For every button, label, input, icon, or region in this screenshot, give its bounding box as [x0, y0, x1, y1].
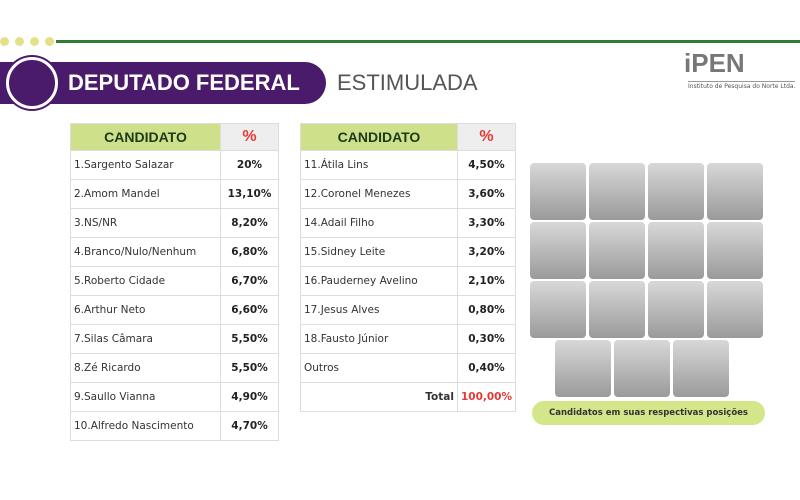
photo	[648, 281, 704, 338]
caption: Candidatos em suas respectivas posições	[532, 401, 765, 425]
percent: 0,80%	[456, 295, 517, 325]
row: 2.Amom Mandel 13,10%	[70, 179, 279, 209]
photo	[648, 163, 704, 220]
row: Outros 0,40%	[300, 353, 517, 383]
column-header: %	[456, 123, 517, 151]
photo	[707, 222, 763, 279]
percent: 4,90%	[220, 382, 279, 412]
candidate: 15.Sidney Leite	[300, 237, 458, 267]
row: 12.Coronel Menezes 3,60%	[300, 179, 517, 209]
row: 1.Sargento Salazar 20%	[70, 150, 279, 180]
row: 16.Pauderney Avelino 2,10%	[300, 266, 517, 296]
row: 9.Saullo Vianna 4,90%	[70, 382, 279, 412]
column-header: CANDIDATO	[70, 123, 221, 151]
photo	[530, 163, 586, 220]
row: 14.Adail Filho 3,30%	[300, 208, 517, 238]
photo	[589, 222, 645, 279]
photo	[648, 222, 704, 279]
row: 17.Jesus Alves 0,80%	[300, 295, 517, 325]
dot	[45, 37, 54, 46]
header-row: CANDIDATO%	[70, 123, 279, 151]
banner-icon	[6, 57, 58, 109]
total-value: 100,00%	[456, 382, 517, 412]
photo	[530, 222, 586, 279]
header-row: CANDIDATO%	[300, 123, 517, 151]
total-row: Total 100,00%	[300, 382, 517, 412]
percent: 0,40%	[456, 353, 517, 383]
candidate: 10.Alfredo Nascimento	[70, 411, 221, 441]
row: 7.Silas Câmara 5,50%	[70, 324, 279, 354]
logo: iPEN	[684, 48, 745, 78]
candidate: 17.Jesus Alves	[300, 295, 458, 325]
candidate: 18.Fausto Júnior	[300, 324, 458, 354]
photo	[530, 281, 586, 338]
row: 6.Arthur Neto 6,60%	[70, 295, 279, 325]
photo	[707, 163, 763, 220]
percent: 5,50%	[220, 324, 279, 354]
photo	[707, 281, 763, 338]
column-header: CANDIDATO	[300, 123, 458, 151]
percent: 20%	[220, 150, 279, 180]
percent: 0,30%	[456, 324, 517, 354]
candidate: 6.Arthur Neto	[70, 295, 221, 325]
candidate: 9.Saullo Vianna	[70, 382, 221, 412]
photo	[589, 163, 645, 220]
dot	[15, 37, 24, 46]
logo-tagline: Instituto de Pesquisa do Norte Ltda.	[688, 81, 796, 90]
row: 18.Fausto Júnior 0,30%	[300, 324, 517, 354]
photo	[589, 281, 645, 338]
subtitle: ESTIMULADA	[337, 70, 478, 95]
photo	[673, 340, 729, 397]
percent: 6,80%	[220, 237, 279, 267]
percent: 3,20%	[456, 237, 517, 267]
candidate: 4.Branco/Nulo/Nenhum	[70, 237, 221, 267]
percent: 2,10%	[456, 266, 517, 296]
percent: 4,70%	[220, 411, 279, 441]
percent: 6,70%	[220, 266, 279, 296]
candidate: 2.Amom Mandel	[70, 179, 221, 209]
photo	[614, 340, 670, 397]
dot	[30, 37, 39, 46]
percent: 6,60%	[220, 295, 279, 325]
row: 8.Zé Ricardo 5,50%	[70, 353, 279, 383]
percent: 3,30%	[456, 208, 517, 238]
percent: 5,50%	[220, 353, 279, 383]
row: 10.Alfredo Nascimento 4,70%	[70, 411, 279, 441]
row: 5.Roberto Cidade 6,70%	[70, 266, 279, 296]
candidate: 7.Silas Câmara	[70, 324, 221, 354]
total-label: Total	[300, 382, 458, 412]
candidate: 14.Adail Filho	[300, 208, 458, 238]
candidate: 3.NS/NR	[70, 208, 221, 238]
table-right: CANDIDATO% 11.Átila Lins 4,50% 12.Coronel M…	[300, 123, 517, 412]
candidate: Outros	[300, 353, 458, 383]
row: 15.Sidney Leite 3,20%	[300, 237, 517, 267]
candidate: 5.Roberto Cidade	[70, 266, 221, 296]
row: 11.Átila Lins 4,50%	[300, 150, 517, 180]
percent: 4,50%	[456, 150, 517, 180]
row: 3.NS/NR 8,20%	[70, 208, 279, 238]
percent: 3,60%	[456, 179, 517, 209]
row: 4.Branco/Nulo/Nenhum 6,80%	[70, 237, 279, 267]
candidate: 8.Zé Ricardo	[70, 353, 221, 383]
candidate: 1.Sargento Salazar	[70, 150, 221, 180]
dot	[0, 37, 9, 46]
candidate: 12.Coronel Menezes	[300, 179, 458, 209]
table-left: CANDIDATO% 1.Sargento Salazar 20% 2.Amom Ma…	[70, 123, 279, 441]
candidate: 11.Átila Lins	[300, 150, 458, 180]
column-header: %	[220, 123, 279, 151]
percent: 13,10%	[220, 179, 279, 209]
photo	[555, 340, 611, 397]
title: DEPUTADO FEDERAL	[68, 70, 300, 95]
candidate: 16.Pauderney Avelino	[300, 266, 458, 296]
percent: 8,20%	[220, 208, 279, 238]
top-line	[56, 40, 800, 43]
